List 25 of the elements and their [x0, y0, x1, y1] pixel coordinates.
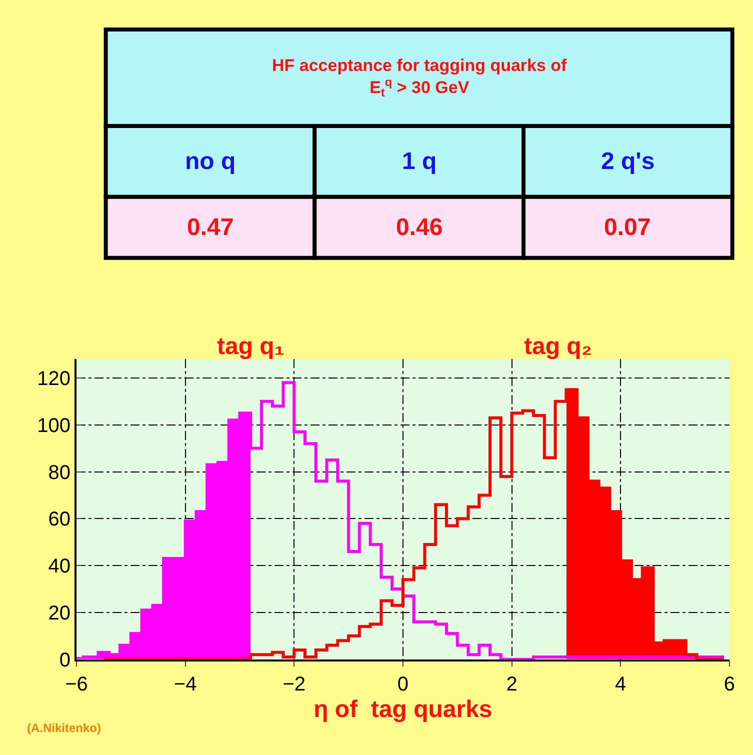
y-tick-label: 80	[48, 462, 70, 484]
y-tick-label: 40	[48, 556, 70, 578]
x-tick-label: −2	[282, 673, 306, 696]
x-tick-label: 6	[724, 673, 735, 696]
category-label: no q	[185, 148, 236, 175]
x-axis-title: η of tag quarks	[314, 696, 492, 724]
data-label: 0.47	[187, 214, 234, 241]
text: (A.Nikitenko)	[27, 721, 102, 735]
x-tick-label: −4	[174, 673, 197, 696]
data-label: 0.46	[396, 214, 443, 241]
x-tick-label: −6	[65, 673, 88, 696]
category-label: 2 q's	[601, 148, 655, 175]
x-tick-label: 2	[506, 673, 518, 696]
annotation: tag q₂	[524, 333, 592, 360]
y-tick-label: 120	[37, 368, 70, 390]
category-label: 1 q	[402, 148, 437, 175]
y-tick-label: 100	[37, 414, 70, 437]
y-tick-label: 20	[48, 602, 70, 624]
data-label: 0.07	[604, 214, 651, 241]
y-tick-label: 60	[48, 508, 70, 531]
text: HF acceptance for tagging quarks of E$_{t}$$^{q}$ > 30 GeV	[272, 56, 568, 100]
y-tick-label: 0	[59, 649, 70, 672]
x-tick-label: 0	[397, 673, 409, 696]
x-tick-label: 4	[615, 673, 626, 696]
annotation: tag q₁	[217, 333, 284, 360]
